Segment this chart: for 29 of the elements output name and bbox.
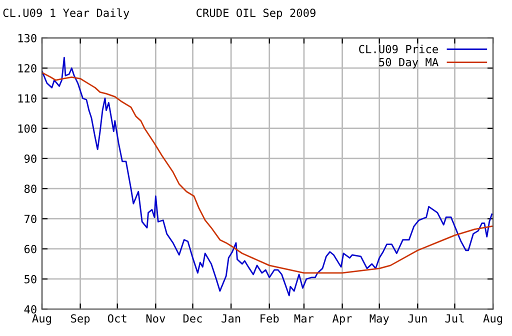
x-tick-label: Oct	[108, 314, 126, 323]
chart-subtitle: CL.U09 1 Year Daily	[3, 8, 130, 20]
y-tick-label: 50	[24, 274, 36, 284]
y-tick-label: 40	[24, 305, 36, 314]
line-series	[42, 72, 493, 274]
x-tick-label: Aug	[32, 314, 51, 325]
x-tick-label: Dec	[183, 314, 202, 323]
y-tick-label: 120	[18, 64, 36, 73]
y-tick-label: 90	[24, 154, 36, 163]
x-tick-label: Jun	[408, 314, 427, 323]
y-tick-label: 80	[24, 184, 36, 194]
y-tick-label: 110	[18, 94, 36, 103]
x-tick-label: Mar	[294, 314, 314, 323]
line-series	[42, 56, 493, 296]
legend-label: 50 Day MA	[379, 58, 438, 68]
x-tick-label: Feb	[260, 314, 279, 323]
x-tick-label: Nov	[146, 314, 166, 323]
x-tick-label: Jul	[445, 314, 464, 323]
x-tick-label: May	[370, 314, 389, 325]
legend-label: CL.U09 Price	[359, 44, 438, 54]
x-tick-label: Sep	[71, 314, 90, 325]
y-tick-label: 70	[24, 214, 36, 224]
x-tick-label: Jan	[222, 314, 240, 323]
y-tick-label: 130	[18, 34, 36, 42]
y-tick-label: 60	[24, 244, 36, 254]
y-tick-label: 100	[18, 124, 36, 133]
chart-title: CRUDE OIL Sep 2009	[196, 8, 316, 20]
x-tick-label: Apr	[332, 314, 352, 325]
x-tick-label: Aug	[483, 314, 502, 325]
